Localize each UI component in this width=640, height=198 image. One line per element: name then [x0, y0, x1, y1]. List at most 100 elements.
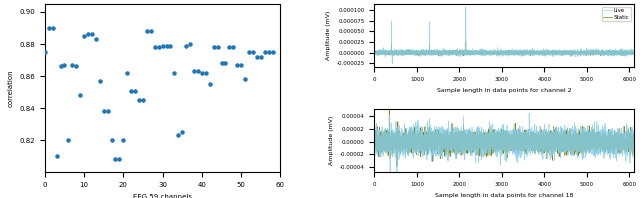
X-axis label: Sample length in data points for channel 18: Sample length in data points for channel… — [435, 192, 573, 198]
Point — [122, 71, 132, 74]
Live — [394, 51, 401, 53]
Point — [63, 139, 74, 142]
Point — [71, 65, 81, 68]
Static — [388, 55, 396, 58]
Point — [240, 78, 250, 81]
Y-axis label: Amplitude (mV): Amplitude (mV) — [326, 11, 331, 60]
Live — [493, 136, 501, 139]
Static — [493, 141, 501, 143]
Point — [56, 65, 66, 68]
Live — [414, 52, 422, 54]
Live — [371, 138, 378, 141]
Point — [134, 99, 144, 102]
Static — [385, 107, 393, 109]
Static — [371, 139, 378, 141]
Point — [264, 50, 274, 54]
X-axis label: Sample length in data points for channel 2: Sample length in data points for channel… — [436, 88, 572, 93]
Point — [102, 110, 113, 113]
Point — [142, 30, 152, 33]
Live — [493, 51, 501, 53]
Static — [520, 51, 528, 54]
Point — [150, 46, 160, 49]
Point — [161, 44, 172, 47]
Static — [394, 139, 401, 141]
Static — [394, 51, 401, 53]
Live — [393, 177, 401, 180]
Static — [493, 51, 501, 53]
Point — [260, 50, 270, 54]
Point — [268, 50, 278, 54]
Live — [388, 63, 396, 65]
Point — [232, 63, 243, 67]
Static — [414, 52, 422, 55]
Static — [371, 52, 378, 54]
Point — [165, 44, 175, 47]
Point — [75, 94, 85, 97]
Point — [255, 55, 266, 58]
Live — [630, 52, 637, 55]
Line: Static: Static — [374, 42, 634, 56]
Live — [424, 150, 432, 153]
Live — [525, 112, 533, 114]
Point — [51, 155, 61, 158]
Live — [371, 51, 378, 53]
Static — [424, 52, 432, 54]
Static — [393, 165, 401, 168]
Point — [252, 55, 262, 58]
Static — [425, 138, 433, 141]
Point — [177, 131, 188, 134]
Point — [181, 44, 191, 47]
Static — [520, 143, 528, 145]
Live — [414, 141, 422, 144]
Live — [376, 52, 383, 54]
X-axis label: EEG 59 channels: EEG 59 channels — [133, 193, 192, 198]
Point — [236, 63, 246, 67]
Point — [79, 34, 89, 38]
Point — [212, 46, 223, 49]
Point — [67, 63, 77, 67]
Static — [630, 140, 637, 143]
Point — [87, 33, 97, 36]
Point — [169, 71, 179, 74]
Point — [173, 134, 184, 137]
Point — [248, 50, 258, 54]
Legend: Live, Static: Live, Static — [602, 7, 631, 21]
Live — [520, 146, 528, 148]
Point — [110, 158, 120, 161]
Point — [185, 42, 195, 46]
Point — [154, 46, 164, 49]
Point — [138, 99, 148, 102]
Point — [244, 50, 254, 54]
Point — [216, 62, 227, 65]
Point — [40, 50, 50, 54]
Point — [99, 110, 109, 113]
Line: Static: Static — [374, 108, 634, 166]
Point — [130, 89, 140, 92]
Static — [630, 51, 637, 54]
Point — [220, 62, 230, 65]
Static — [376, 143, 383, 145]
Live — [630, 135, 637, 137]
Line: Live: Live — [374, 113, 634, 178]
Point — [224, 46, 234, 49]
Point — [91, 38, 101, 41]
Line: Live: Live — [374, 7, 634, 64]
Static — [414, 139, 422, 141]
Point — [115, 158, 125, 161]
Static — [376, 52, 383, 55]
Point — [126, 89, 136, 92]
Point — [60, 63, 70, 67]
Point — [157, 44, 168, 47]
Point — [189, 70, 199, 73]
Point — [228, 46, 239, 49]
Point — [118, 139, 129, 142]
Live — [376, 143, 383, 145]
Live — [424, 53, 432, 55]
Point — [83, 33, 93, 36]
Point — [146, 30, 156, 33]
Y-axis label: Amplitude (mV): Amplitude (mV) — [330, 116, 334, 165]
Point — [95, 79, 105, 83]
Static — [462, 40, 470, 43]
Live — [394, 128, 401, 130]
Point — [209, 46, 219, 49]
